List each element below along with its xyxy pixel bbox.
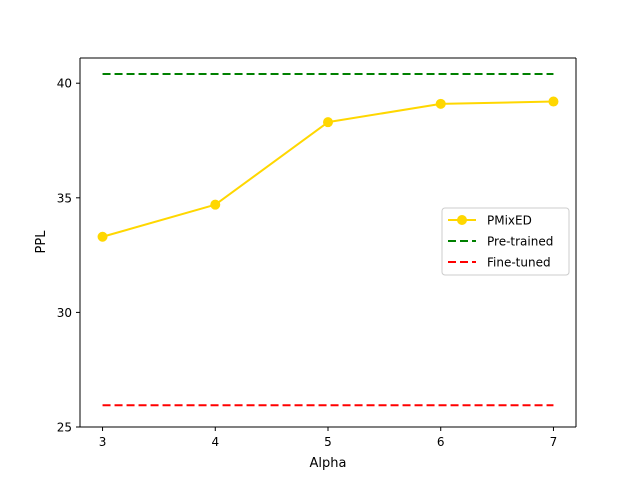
legend-box	[441, 207, 570, 276]
legend-marker-pmixed	[457, 215, 467, 225]
y-axis-label: PPL	[34, 230, 49, 254]
x-tick-label: 7	[550, 435, 558, 449]
x-tick-label: 3	[99, 435, 107, 449]
data-point-pmixed	[323, 117, 333, 128]
y-tick-label: 30	[57, 306, 72, 320]
data-point-pmixed	[548, 96, 559, 107]
y-tick-label: 35	[57, 191, 72, 205]
x-tick-label: 6	[437, 435, 445, 449]
data-point-pmixed	[97, 231, 108, 242]
y-tick-label: 40	[57, 77, 72, 91]
data-point-pmixed	[435, 98, 446, 109]
data-point-pmixed	[210, 199, 221, 210]
y-tick-label: 25	[57, 421, 72, 435]
x-tick-label: 5	[324, 435, 332, 449]
x-tick-label: 4	[211, 435, 219, 449]
legend-label-fine-tuned: Fine-tuned	[487, 256, 551, 270]
x-axis-ticks: 3 4 5 6 7	[99, 427, 558, 449]
legend-label-pmixed: PMixED	[487, 214, 532, 228]
series-layer	[97, 73, 559, 407]
legend: PMixED Pre-trained Fine-tuned	[441, 207, 570, 276]
x-axis-label: Alpha	[310, 456, 347, 471]
y-axis-ticks: 25 30 35 40	[57, 77, 80, 435]
legend-label-pre-trained: Pre-trained	[487, 235, 553, 249]
